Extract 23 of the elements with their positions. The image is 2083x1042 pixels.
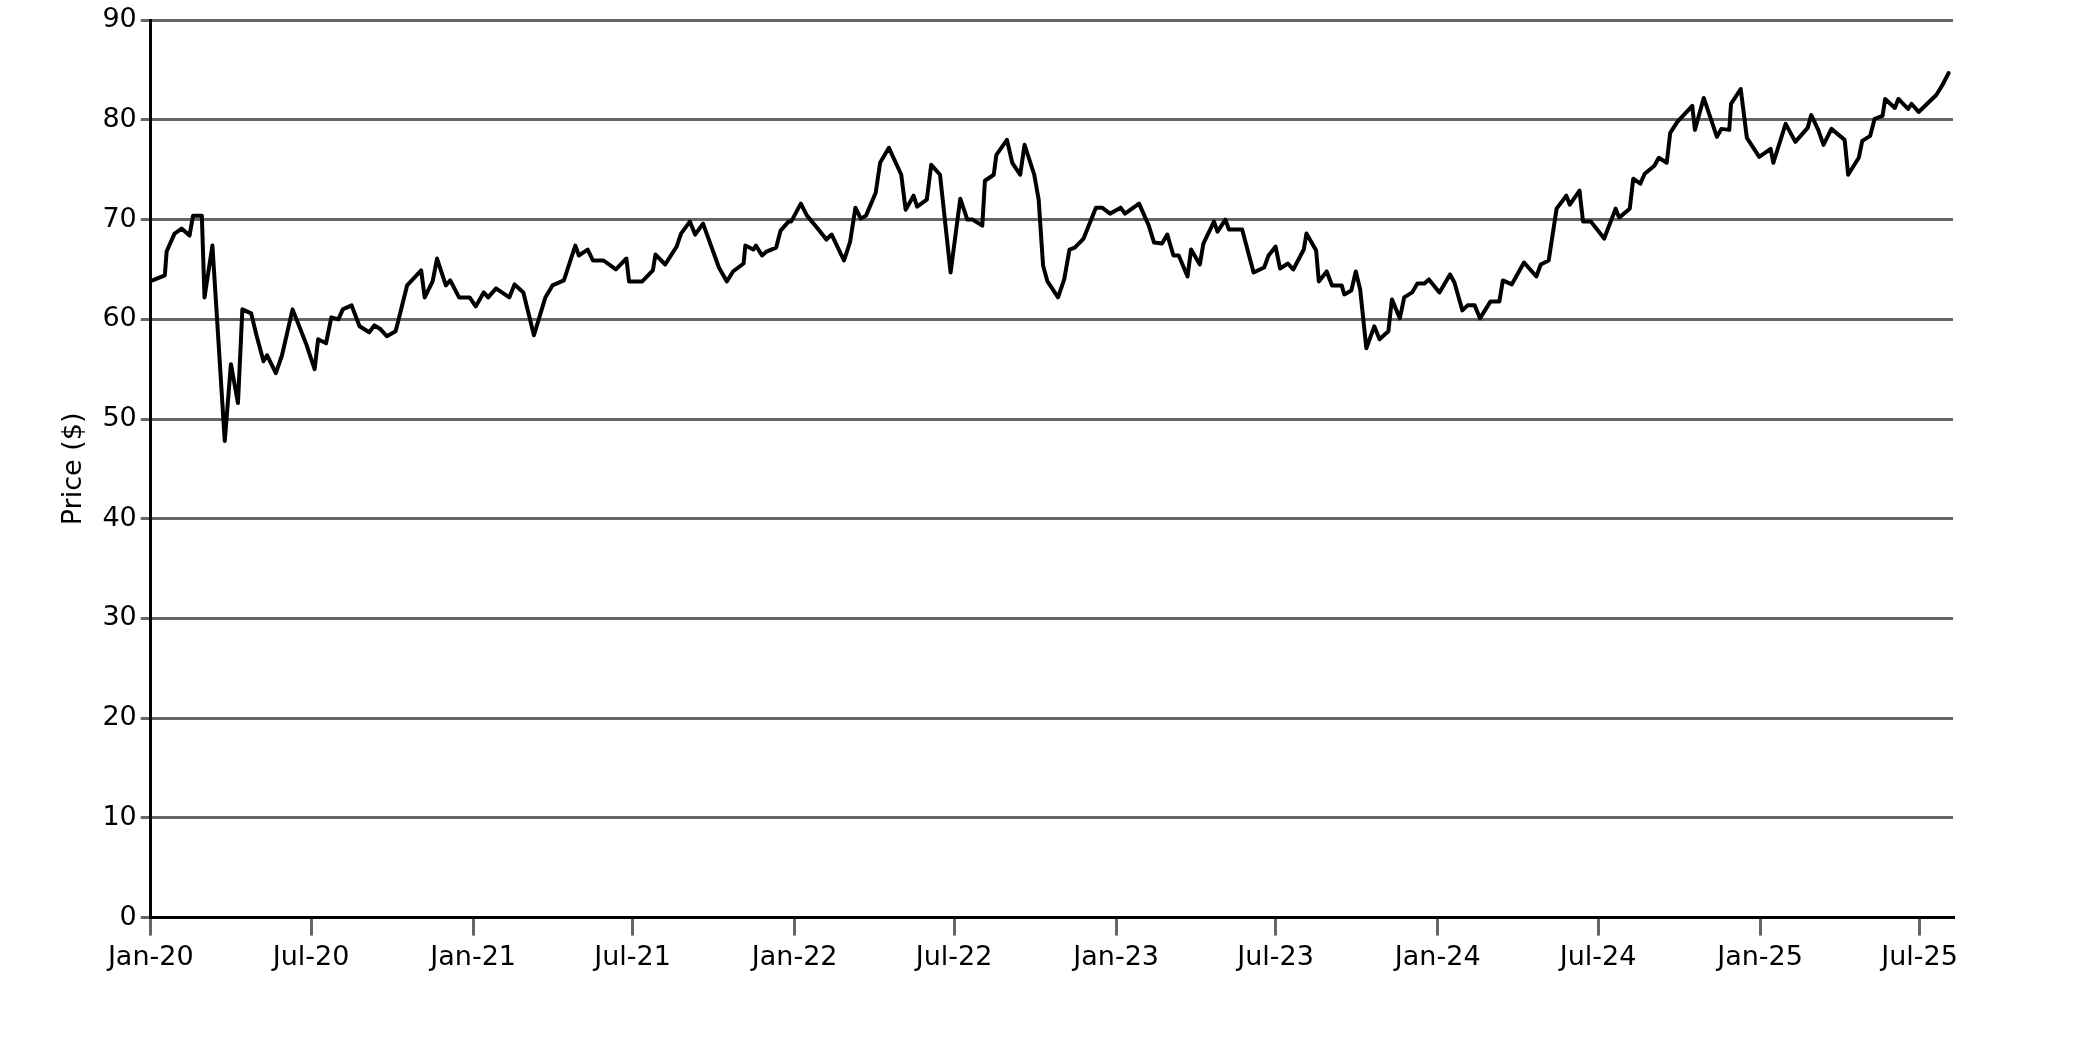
y-tick-label: 60 <box>102 301 137 333</box>
y-tick-label: 30 <box>102 600 137 632</box>
x-tick-label: Jan-24 <box>1392 939 1481 971</box>
y-tick-label: 90 <box>102 2 137 34</box>
x-tick-label: Jan-23 <box>1071 939 1160 971</box>
y-tick-label: 80 <box>102 101 137 133</box>
x-tick-label: Jan-22 <box>749 939 838 971</box>
y-axis-title: Price ($) <box>56 412 88 526</box>
y-tick-label: 40 <box>102 500 137 532</box>
x-tick-label: Jul-24 <box>1557 939 1637 971</box>
y-tick-label: 0 <box>119 899 137 931</box>
y-tick-label: 10 <box>102 799 137 831</box>
x-tick-label: Jul-20 <box>270 939 350 971</box>
x-tick-label: Jul-23 <box>1235 939 1314 971</box>
x-tick-label: Jan-25 <box>1715 939 1803 971</box>
x-tick-label: Jul-22 <box>913 939 993 971</box>
y-tick-label: 20 <box>102 700 137 732</box>
y-tick-label: 50 <box>102 401 137 433</box>
x-tick-label: Jan-21 <box>428 939 517 971</box>
y-tick-label: 70 <box>102 201 137 233</box>
x-tick-label: Jul-25 <box>1879 939 1958 971</box>
x-tick-label: Jan-20 <box>105 939 194 971</box>
x-tick-label: Jul-21 <box>592 939 671 971</box>
